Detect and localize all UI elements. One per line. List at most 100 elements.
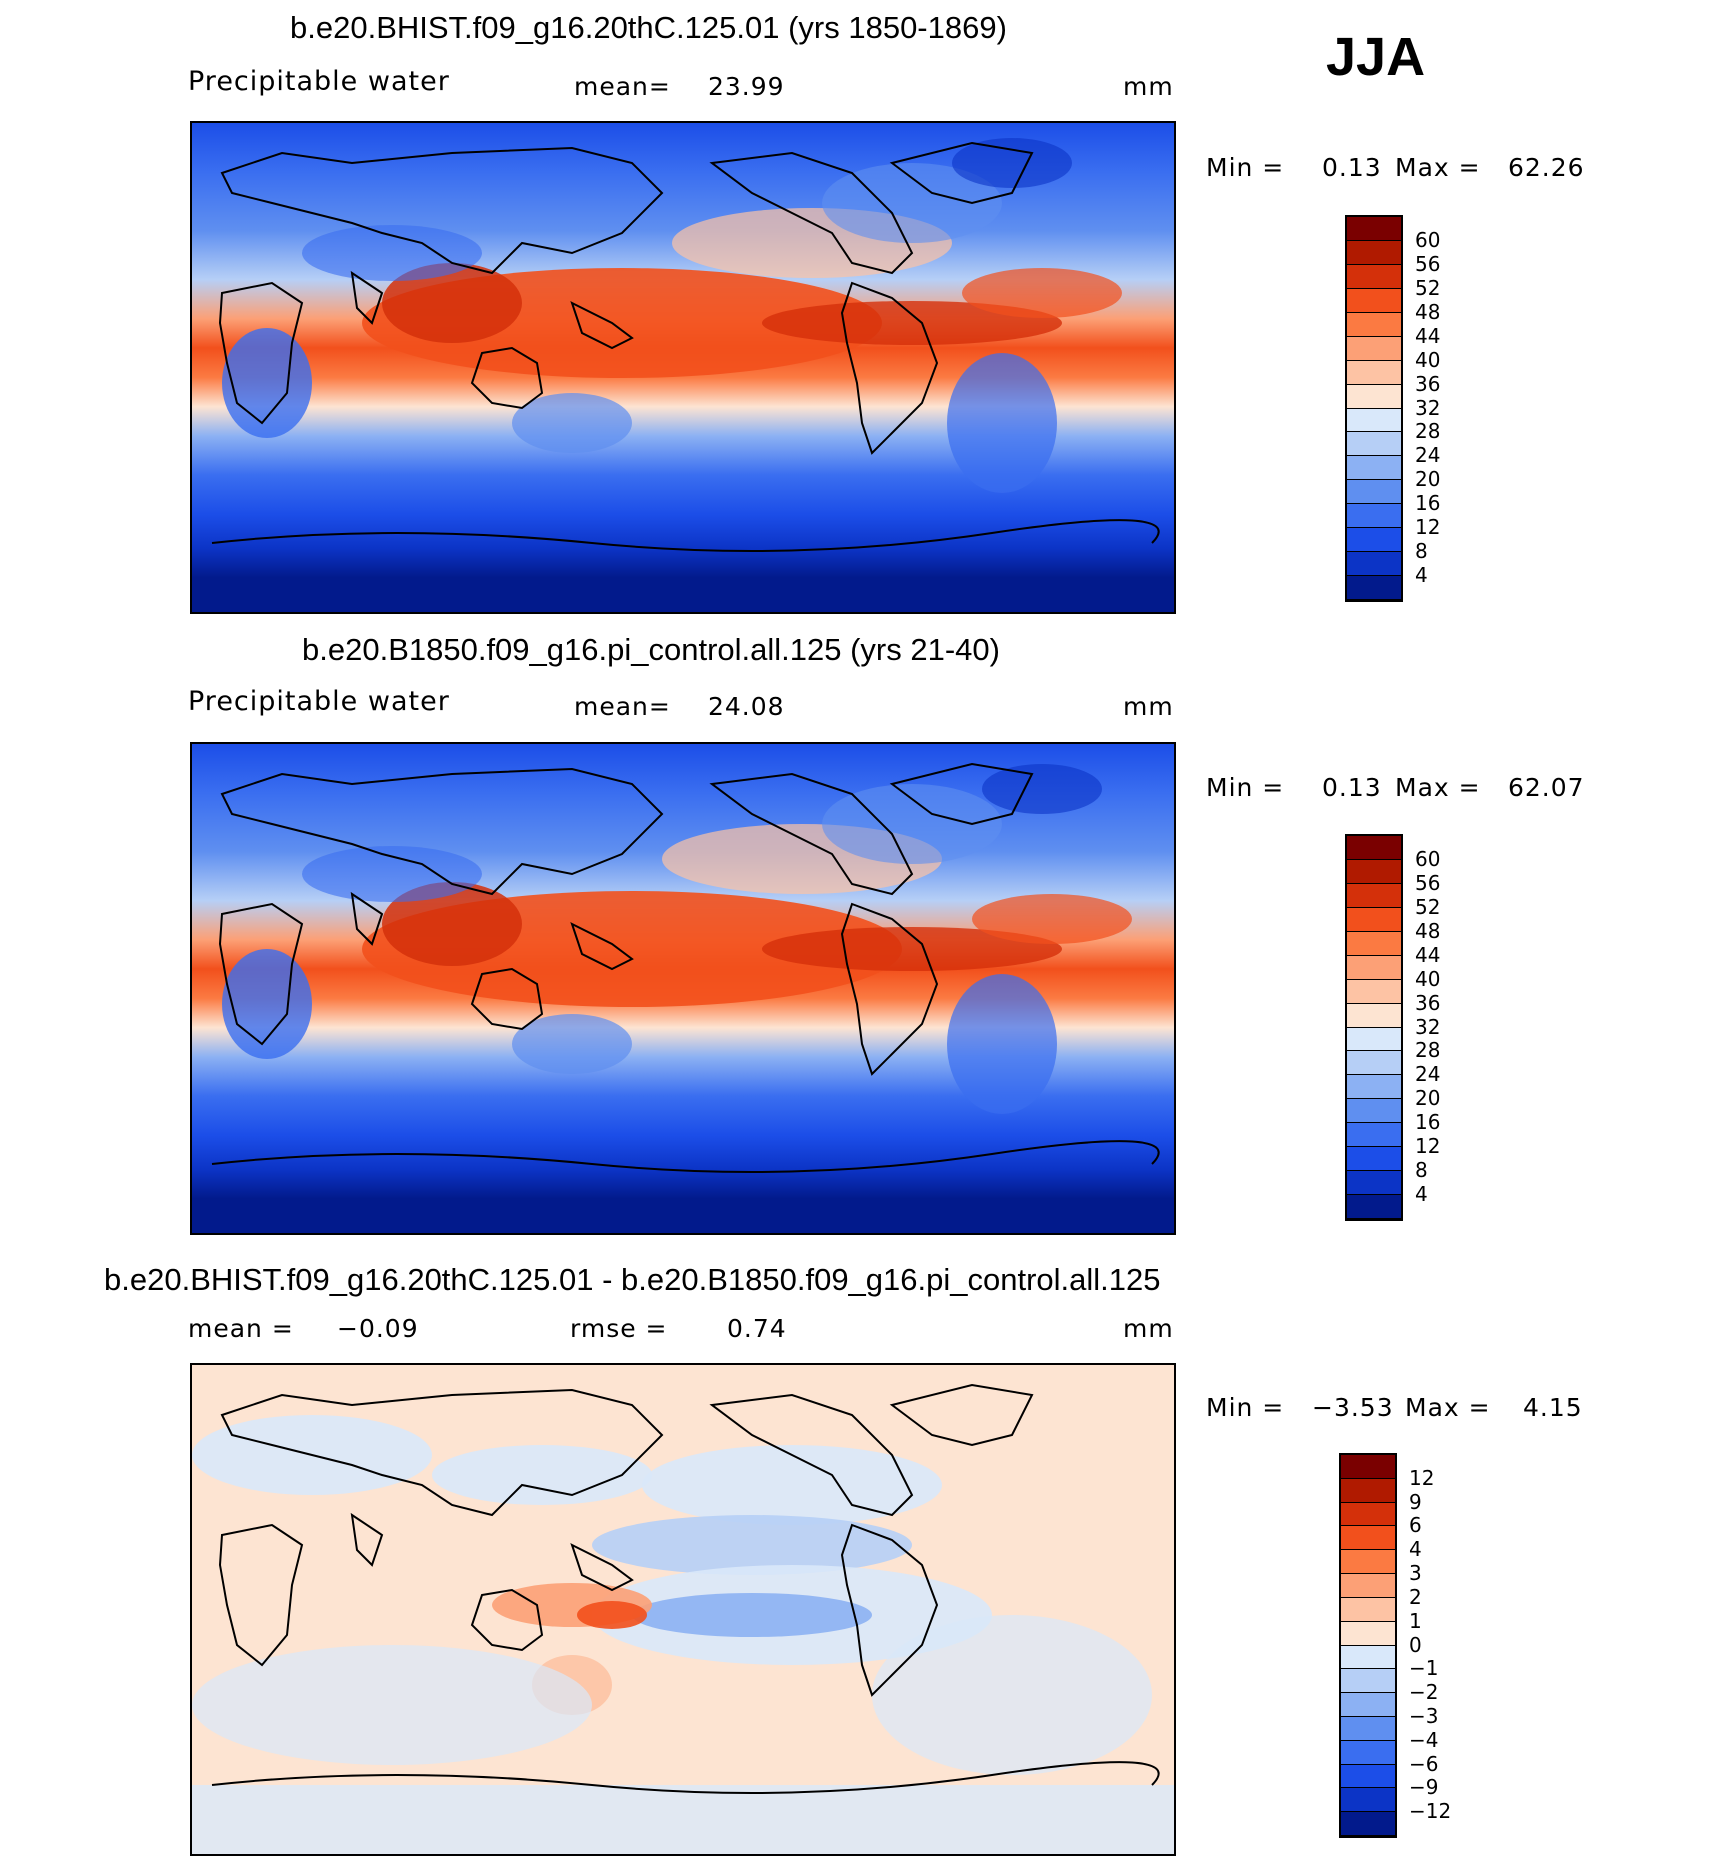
colorbar-cell [1347,836,1401,860]
panel-1-min-label: Min = [1206,153,1285,182]
colorbar-cell [1347,979,1401,1004]
colorbar-tick-label: 12 [1415,1134,1441,1159]
panel-3-map-svg [192,1365,1174,1854]
colorbar-tick-label: 36 [1415,371,1441,396]
panel-2-colorbar [1345,834,1403,1221]
panel-3-mean-value: −0.09 [337,1314,419,1343]
colorbar-cell [1347,384,1401,409]
panel-1-mean-value: 23.99 [708,72,785,101]
colorbar-tick-label: 3 [1409,1561,1422,1586]
colorbar-cell [1347,1171,1401,1196]
colorbar-tick-label: 40 [1415,347,1441,372]
colorbar-cell [1341,1526,1395,1551]
panel-2-min-label: Min = [1206,773,1285,802]
colorbar-cell [1347,504,1401,529]
colorbar-tick-label: 60 [1415,227,1441,252]
panel-3-rmse-value: 0.74 [727,1314,787,1343]
panel-2-units: mm [1123,692,1174,721]
panel-1-title: b.e20.BHIST.f09_g16.20thC.125.01 (yrs 18… [290,10,1007,45]
colorbar-tick-label: 8 [1415,1158,1428,1183]
colorbar-tick-label: 20 [1415,1086,1441,1111]
colorbar-tick-label: 6 [1409,1513,1422,1538]
colorbar-cell [1347,288,1401,313]
panel-1-map [190,121,1176,614]
colorbar-cell [1347,1075,1401,1100]
colorbar-cell [1347,456,1401,481]
panel-1-colorbar [1345,215,1403,602]
colorbar-cell [1347,480,1401,505]
colorbar-cell [1347,240,1401,265]
colorbar-tick-label: 40 [1415,966,1441,991]
colorbar-tick-label: 32 [1415,1014,1441,1039]
colorbar-cell [1347,883,1401,908]
panel-2-title: b.e20.B1850.f09_g16.pi_control.all.125 (… [302,632,1000,667]
panel-2-min-value: 0.13 [1322,773,1382,802]
panel-3-units: mm [1123,1314,1174,1343]
colorbar-cell [1341,1669,1395,1694]
colorbar-cell [1341,1812,1395,1836]
panel-1-units: mm [1123,72,1174,101]
colorbar-tick-label: 48 [1415,299,1441,324]
panel-3-colorbar [1339,1453,1397,1838]
colorbar-tick-label: 52 [1415,275,1441,300]
colorbar-cell [1347,1051,1401,1076]
colorbar-cell [1347,217,1401,241]
colorbar-cell [1347,859,1401,884]
colorbar-tick-label: 24 [1415,443,1441,468]
colorbar-cell [1341,1550,1395,1575]
colorbar-tick-label: 60 [1415,846,1441,871]
colorbar-cell [1347,1027,1401,1052]
panel-2-map [190,742,1176,1235]
panel-1-min-value: 0.13 [1322,153,1382,182]
panel-1-max-value: 62.26 [1508,153,1585,182]
panel-2-max-label: Max = [1395,773,1481,802]
colorbar-tick-label: 1 [1409,1608,1422,1633]
colorbar-tick-label: −6 [1409,1751,1439,1776]
colorbar-tick-label: 28 [1415,1038,1441,1063]
panel-1-variable: Precipitable water [188,66,450,97]
colorbar-cell [1341,1788,1395,1813]
colorbar-tick-label: 2 [1409,1584,1422,1609]
colorbar-cell [1347,552,1401,577]
colorbar-cell [1347,1195,1401,1219]
colorbar-cell [1341,1645,1395,1670]
colorbar-tick-label: 44 [1415,323,1441,348]
colorbar-cell [1341,1740,1395,1765]
colorbar-tick-label: 12 [1415,515,1441,540]
colorbar-tick-label: 4 [1415,563,1428,588]
colorbar-cell [1341,1502,1395,1527]
colorbar-cell [1347,907,1401,932]
panel-3-mean-label: mean = [188,1314,294,1343]
panel-2-variable: Precipitable water [188,686,450,717]
panel-2-map-svg [192,744,1174,1233]
colorbar-tick-label: 16 [1415,1110,1441,1135]
colorbar-tick-label: 12 [1409,1465,1435,1490]
colorbar-cell [1341,1621,1395,1646]
colorbar-tick-label: 24 [1415,1062,1441,1087]
panel-2-mean-label: mean= [574,692,671,721]
colorbar-cell [1341,1693,1395,1717]
colorbar-cell [1347,264,1401,289]
colorbar-cell [1347,955,1401,980]
colorbar-tick-label: 52 [1415,894,1441,919]
colorbar-cell [1347,408,1401,433]
colorbar-tick-label: 28 [1415,419,1441,444]
colorbar-cell [1341,1455,1395,1479]
panel-2-mean-value: 24.08 [708,692,785,721]
season-label: JJA [1326,27,1426,87]
colorbar-cell [1347,432,1401,457]
colorbar-cell [1347,1147,1401,1172]
colorbar-cell [1347,1123,1401,1148]
colorbar-tick-label: −2 [1409,1680,1439,1705]
colorbar-cell [1341,1716,1395,1741]
colorbar-cell [1347,1003,1401,1028]
colorbar-cell [1347,931,1401,956]
colorbar-cell [1347,1099,1401,1124]
panel-1-mean-label: mean= [574,72,671,101]
colorbar-cell [1347,336,1401,361]
colorbar-tick-label: 56 [1415,251,1441,276]
panel-3-max-value: 4.15 [1523,1393,1583,1422]
colorbar-tick-label: 4 [1409,1537,1422,1562]
panel-3-max-label: Max = [1405,1393,1491,1422]
colorbar-tick-label: 48 [1415,918,1441,943]
